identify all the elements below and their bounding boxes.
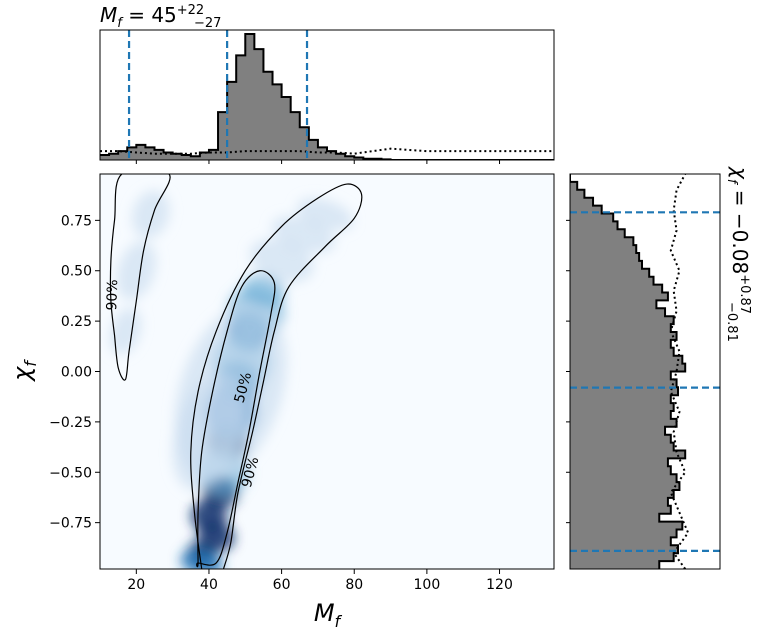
- mf-histogram-step: [100, 33, 554, 160]
- chif-credible-lines: [570, 211, 720, 552]
- mf-marginal-frame: [99, 29, 555, 161]
- contour-label-2: 90%: [239, 455, 263, 489]
- contour-label-0: 90%: [104, 279, 121, 311]
- y-axis-label: χf: [8, 359, 40, 383]
- heatmap-blob-20: [180, 550, 224, 569]
- chif-marginal-ticks: [566, 219, 570, 524]
- joint-x-ticks: 20 40 60 80 100 120: [127, 569, 513, 593]
- chif-marginal-title: χf = −0.08+0.87: [724, 166, 752, 314]
- x-axis-label: Mf: [314, 599, 343, 631]
- mf-marginal-panel: Mf = 45+22 −27: [99, 3, 555, 164]
- chif-histogram-fill: [570, 174, 686, 569]
- mf-marginal-title: Mf = 45+22: [100, 3, 204, 31]
- y-tick-label-4: −0.25: [49, 415, 92, 431]
- mf-histogram-fill: [100, 34, 554, 160]
- mf-marginal-ticks: [135, 160, 501, 164]
- contour-label-1: 50%: [232, 371, 256, 405]
- joint-density-heatmap: [109, 190, 354, 569]
- mf-prior-curve: [100, 147, 554, 155]
- y-tick-label-6: −0.75: [49, 516, 92, 532]
- joint-y-ticks: 0.75 0.50 0.25 0.00 −0.25 −0.50 −0.75: [49, 213, 100, 532]
- y-tick-label-0: 0.75: [61, 213, 92, 229]
- y-tick-label-3: 0.00: [61, 365, 92, 381]
- mf-marginal-title-lower: −27: [194, 16, 221, 31]
- contour-50: [196, 270, 276, 568]
- heatmap-blob-17: [116, 241, 156, 301]
- x-tick-label-4: 100: [414, 577, 441, 593]
- x-tick-label-5: 120: [486, 577, 513, 593]
- chif-marginal-panel: χf = −0.08+0.87 −0.81: [566, 166, 752, 570]
- x-tick-label-0: 20: [127, 577, 145, 593]
- y-tick-label-5: −0.50: [49, 465, 92, 481]
- contour-90-main: [190, 183, 363, 569]
- heatmap-blob-19: [174, 303, 287, 480]
- heatmap-blob-14: [297, 198, 354, 231]
- y-tick-label-1: 0.50: [61, 264, 92, 280]
- chif-histogram-step: [570, 174, 687, 569]
- x-tick-label-2: 60: [273, 577, 291, 593]
- heatmap-blob-7: [190, 500, 228, 533]
- y-tick-label-2: 0.25: [61, 314, 92, 330]
- joint-density-panel: 90% 50% 90% 20 40 60 80 100 120 0.75 0.50 0.25 0.0…: [8, 173, 555, 631]
- chif-marginal-title-lower: −0.81: [724, 302, 739, 342]
- x-tick-label-3: 80: [345, 577, 363, 593]
- contour-labels: 90% 50% 90%: [104, 279, 263, 489]
- heatmap-blob-16: [132, 190, 170, 238]
- contour-90-left: [109, 174, 171, 381]
- x-tick-label-1: 40: [200, 577, 218, 593]
